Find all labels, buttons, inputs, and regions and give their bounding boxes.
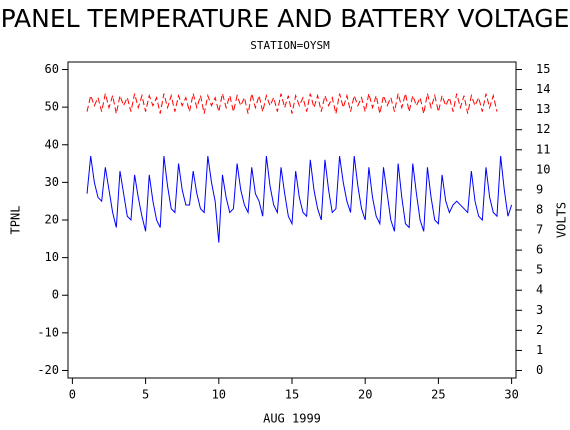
y2-tick-label: 8	[536, 202, 543, 216]
y-tick-label: 30	[45, 175, 59, 189]
y2-tick-label: 1	[536, 343, 543, 357]
y2-tick-label: 2	[536, 323, 543, 337]
y2-tick-label: 6	[536, 243, 543, 257]
x-tick-label: 20	[358, 388, 372, 402]
x-tick-label: 0	[69, 388, 76, 402]
y-axis-label: TPNL	[9, 206, 23, 235]
y2-tick-label: 11	[536, 142, 550, 156]
x-tick-label: 5	[142, 388, 149, 402]
y-tick-label: -10	[37, 325, 59, 339]
x-tick-label: 10	[212, 388, 226, 402]
series-line	[86, 155, 513, 243]
y2-tick-label: 15	[536, 62, 550, 76]
y-tick-label: -20	[37, 363, 59, 377]
y-tick-label: 60	[45, 62, 59, 76]
y2-tick-label: 7	[536, 223, 543, 237]
y2-tick-label: 13	[536, 102, 550, 116]
series-line	[86, 93, 498, 114]
y2-axis-label: VOLTS	[555, 202, 569, 238]
y2-tick-label: 14	[536, 82, 550, 96]
x-axis-label: AUG 1999	[263, 412, 321, 426]
y-tick-label: 10	[45, 250, 59, 264]
y-tick-label: 0	[52, 288, 59, 302]
y-tick-label: 20	[45, 213, 59, 227]
x-tick-label: 30	[504, 388, 518, 402]
chart-subtitle: STATION=OYSM	[250, 39, 330, 52]
y-tick-label: 40	[45, 137, 59, 151]
y2-tick-label: 10	[536, 162, 550, 176]
y2-tick-label: 12	[536, 122, 550, 136]
y2-tick-label: 0	[536, 363, 543, 377]
x-tick-label: 25	[431, 388, 445, 402]
x-tick-label: 15	[285, 388, 299, 402]
y2-tick-label: 3	[536, 303, 543, 317]
y2-tick-label: 9	[536, 182, 543, 196]
y2-tick-label: 4	[536, 283, 543, 297]
chart-title: PANEL TEMPERATURE AND BATTERY VOLTAGE	[1, 4, 570, 33]
y-tick-label: 50	[45, 100, 59, 114]
y2-tick-label: 5	[536, 263, 543, 277]
